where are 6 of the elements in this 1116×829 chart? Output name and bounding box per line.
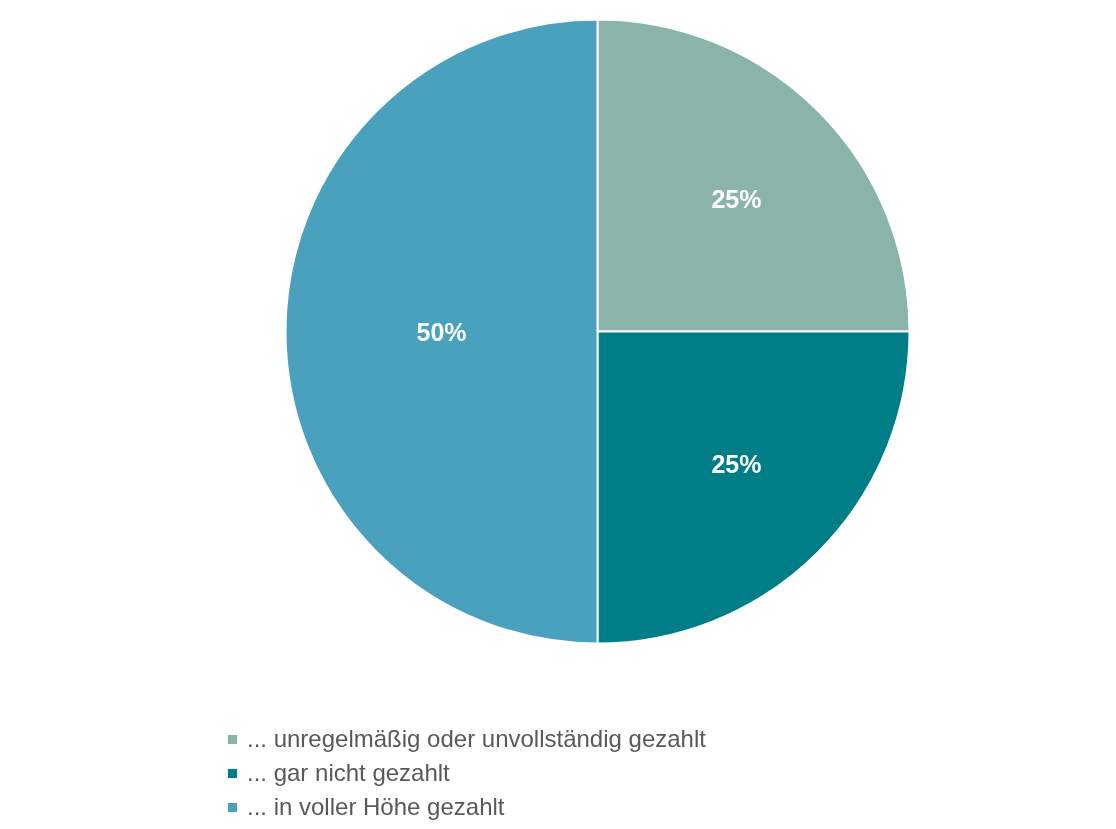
- legend-label: ... in voller Höhe gezahlt: [247, 793, 505, 821]
- data-label: 50%: [416, 317, 467, 346]
- legend-label: ... unregelmäßig oder unvollständig gezahlt: [247, 725, 706, 753]
- data-label: 25%: [711, 449, 762, 478]
- data-label: 25%: [711, 185, 762, 214]
- legend-label: ... gar nicht gezahlt: [247, 759, 450, 787]
